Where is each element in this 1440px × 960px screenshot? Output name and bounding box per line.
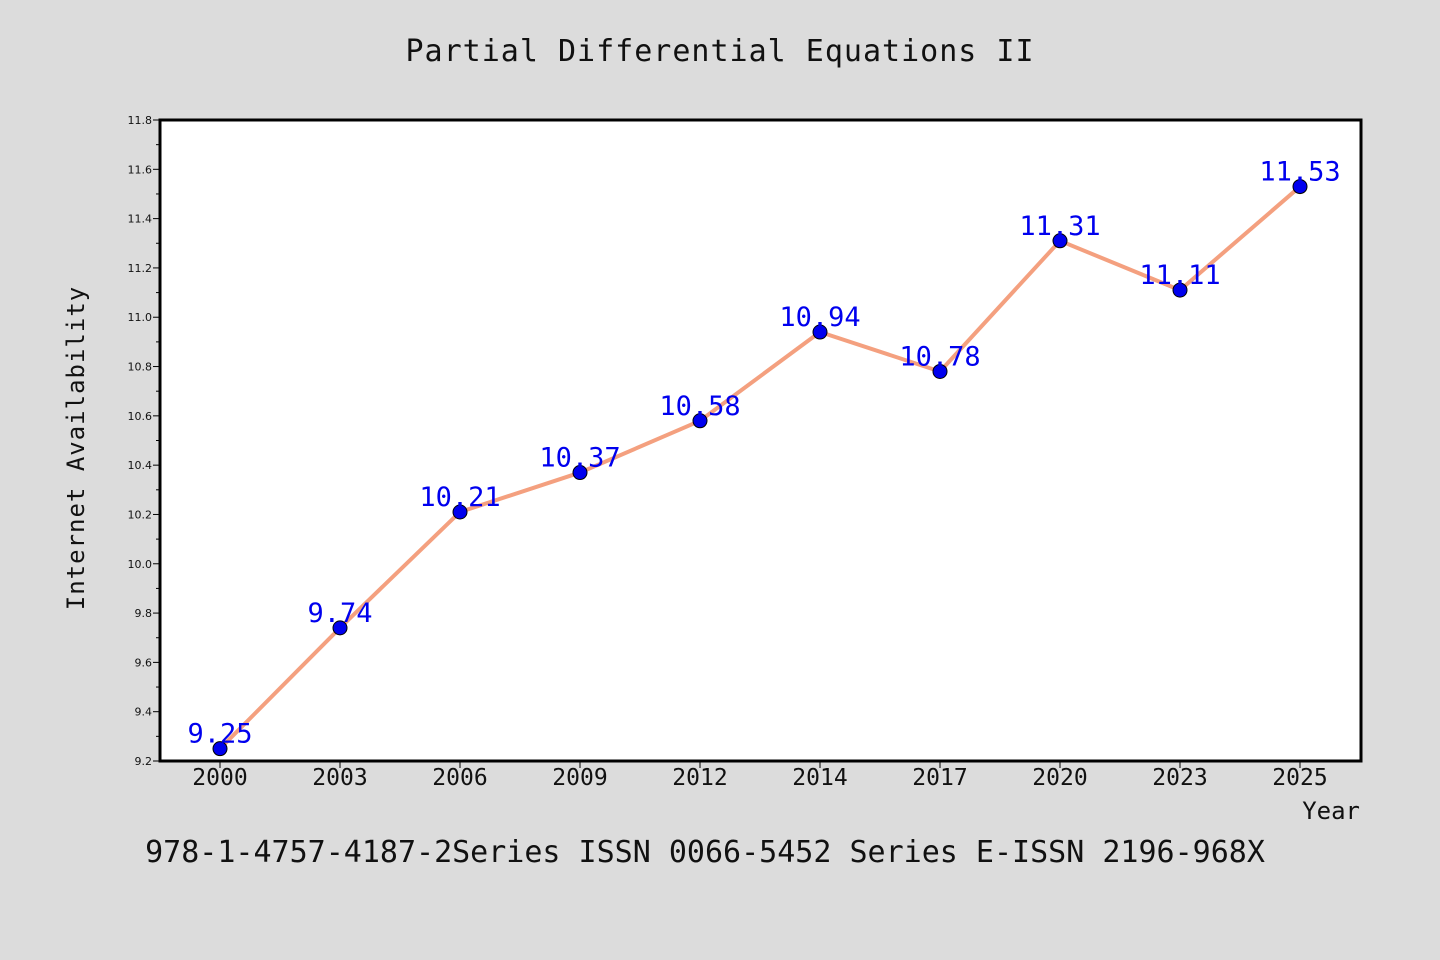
x-tick-label: 2014 <box>792 765 847 791</box>
y-tick-label: 10.0 <box>128 558 153 571</box>
y-tick-label: 10.8 <box>128 361 153 374</box>
data-label: 11.53 <box>1259 157 1340 188</box>
data-point <box>452 504 468 520</box>
y-tick-label: 11.4 <box>128 213 153 226</box>
y-tick-label: 11.8 <box>128 114 153 127</box>
data-label: 11.11 <box>1139 260 1220 291</box>
data-point <box>572 465 588 481</box>
data-label: 10.78 <box>899 341 980 372</box>
data-point <box>332 620 348 636</box>
data-point <box>1172 282 1188 298</box>
x-tick-label: 2003 <box>312 765 367 791</box>
y-axis-label: Internet Availability <box>62 285 90 611</box>
x-tick-label: 2020 <box>1032 765 1087 791</box>
x-tick-label: 2009 <box>552 765 607 791</box>
isbn-footer: 978-1-4757-4187-2Series ISSN 0066-5452 S… <box>145 835 1265 870</box>
series-line <box>218 184 1302 751</box>
y-tick-label: 9.6 <box>135 656 153 669</box>
data-point <box>812 324 828 340</box>
x-tick-label: 2017 <box>912 765 967 791</box>
data-label: 9.25 <box>187 719 252 750</box>
y-tick-label: 10.6 <box>128 410 153 423</box>
y-tick-label: 9.2 <box>135 755 153 768</box>
data-point <box>212 741 228 757</box>
data-label: 10.21 <box>419 482 500 513</box>
data-label: 9.74 <box>307 598 372 629</box>
y-tick-label: 10.2 <box>128 508 153 521</box>
data-point <box>932 363 948 379</box>
y-tick-label: 11.6 <box>128 163 153 176</box>
y-tick-label: 9.8 <box>135 607 153 620</box>
y-tick-label: 9.4 <box>135 706 153 719</box>
data-label: 10.37 <box>539 443 620 474</box>
x-axis-label: Year <box>1302 797 1360 825</box>
data-label: 11.31 <box>1019 211 1100 242</box>
chart-title: Partial Differential Equations II <box>405 34 1035 69</box>
x-tick-label: 2023 <box>1152 765 1207 791</box>
x-tick-label: 2000 <box>192 765 247 791</box>
data-label: 10.58 <box>659 391 740 422</box>
y-tick-label: 10.4 <box>128 459 153 472</box>
x-tick-label: 2025 <box>1272 765 1327 791</box>
data-point <box>1292 179 1308 195</box>
plot-area <box>158 118 1363 763</box>
x-tick-label: 2006 <box>432 765 487 791</box>
data-point <box>692 413 708 429</box>
y-tick-label: 11.0 <box>128 311 153 324</box>
data-point <box>1052 233 1068 249</box>
x-tick-label: 2012 <box>672 765 727 791</box>
y-tick-label: 11.2 <box>128 262 153 275</box>
data-label: 10.94 <box>779 302 860 333</box>
